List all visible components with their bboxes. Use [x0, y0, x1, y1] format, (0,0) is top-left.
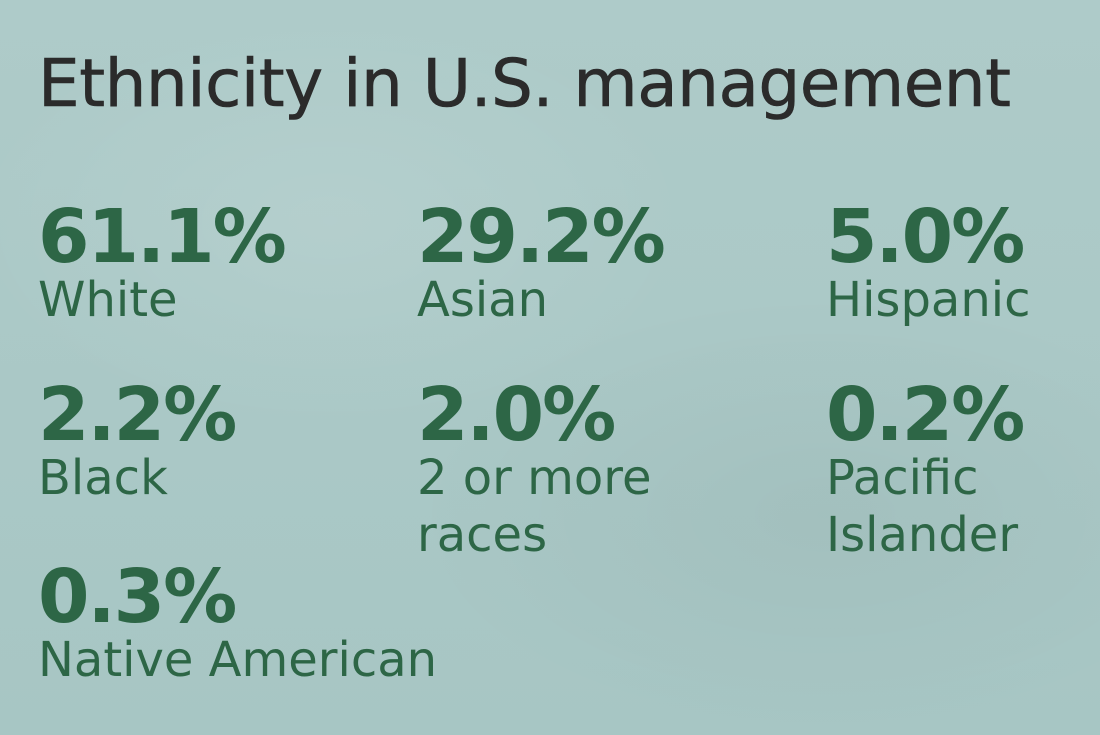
stat-value: 2.2%	[38, 372, 237, 458]
stat-label-line: Asian	[417, 272, 549, 328]
stat-label: White	[38, 272, 285, 329]
stat-value: 0.2%	[826, 372, 1025, 458]
stat-pacific-islander: 0.2% Pacific Islander	[826, 372, 1025, 564]
stat-value: 29.2%	[417, 194, 666, 280]
stat-native-american: 0.3% Native American	[38, 560, 437, 689]
stat-value: 0.3%	[38, 554, 237, 640]
stat-value: 2.0%	[417, 372, 616, 458]
stat-hispanic: 5.0% Hispanic	[826, 200, 1030, 329]
stat-label: Pacific Islander	[826, 450, 1023, 564]
stat-asian: 29.2% Asian	[417, 194, 666, 329]
stat-label-line: races	[417, 507, 548, 563]
chart-title: Ethnicity in U.S. management	[38, 45, 1012, 123]
stat-white: 61.1% White	[38, 194, 287, 329]
stat-black: 2.2% Black	[38, 372, 237, 507]
stat-value: 61.1%	[38, 194, 287, 280]
stat-label-line: Native American	[38, 632, 438, 688]
stat-label: Black	[38, 450, 235, 507]
stat-value: 5.0%	[826, 194, 1025, 280]
stat-label-line: White	[38, 272, 178, 328]
stat-label-line: Pacific	[826, 450, 979, 506]
stat-label: Hispanic	[826, 272, 1030, 329]
stat-label-line: Islander	[826, 507, 1019, 563]
stat-two-or-more-races: 2.0% 2 or more races	[417, 378, 652, 564]
stat-label: Native American	[38, 632, 437, 689]
stat-label: Asian	[417, 272, 664, 329]
stat-label-line: Hispanic	[826, 272, 1031, 328]
stat-label-line: 2 or more	[417, 450, 652, 506]
stat-label-line: Black	[38, 450, 168, 506]
stat-label: 2 or more races	[417, 450, 652, 564]
